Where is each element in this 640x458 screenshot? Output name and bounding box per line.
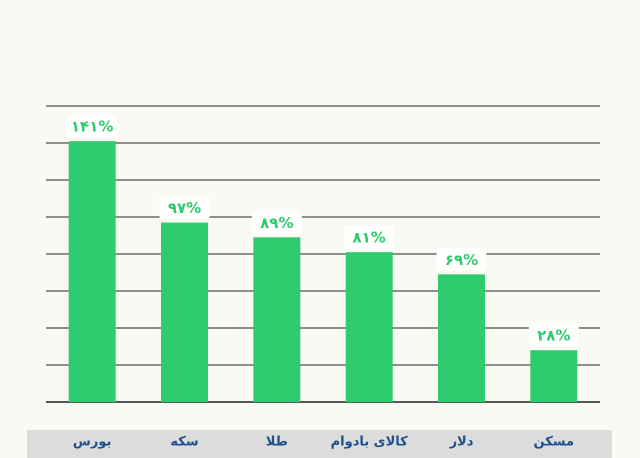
value-label-bg [67,115,118,138]
bar [68,141,116,402]
bar [345,252,393,402]
value-label-bg [528,324,579,347]
value-label: ۱۴۱% [71,118,114,136]
value-label: ۶۹% [445,251,478,269]
value-label-bg [344,226,395,249]
x-tick-label: طلا [266,435,288,450]
x-tick-label: سکه [170,435,198,450]
value-label-bg [251,211,302,234]
value-label: ۸۹% [260,214,293,232]
x-tick-label: مسکن [534,435,575,450]
x-tick-label: کالای بادوام [331,435,409,450]
bar [253,237,301,402]
bar [530,350,578,402]
x-tick-label: دلار [449,435,474,450]
value-label-bg [159,196,210,219]
value-label: ۸۱% [352,229,385,247]
value-label-bg [436,248,487,271]
x-tick-label: بورس [73,435,111,450]
category-strip [27,430,612,458]
value-label: ۲۸% [537,327,570,345]
bar [438,274,485,402]
bar [161,222,208,402]
value-label: ۹۷% [168,199,201,217]
